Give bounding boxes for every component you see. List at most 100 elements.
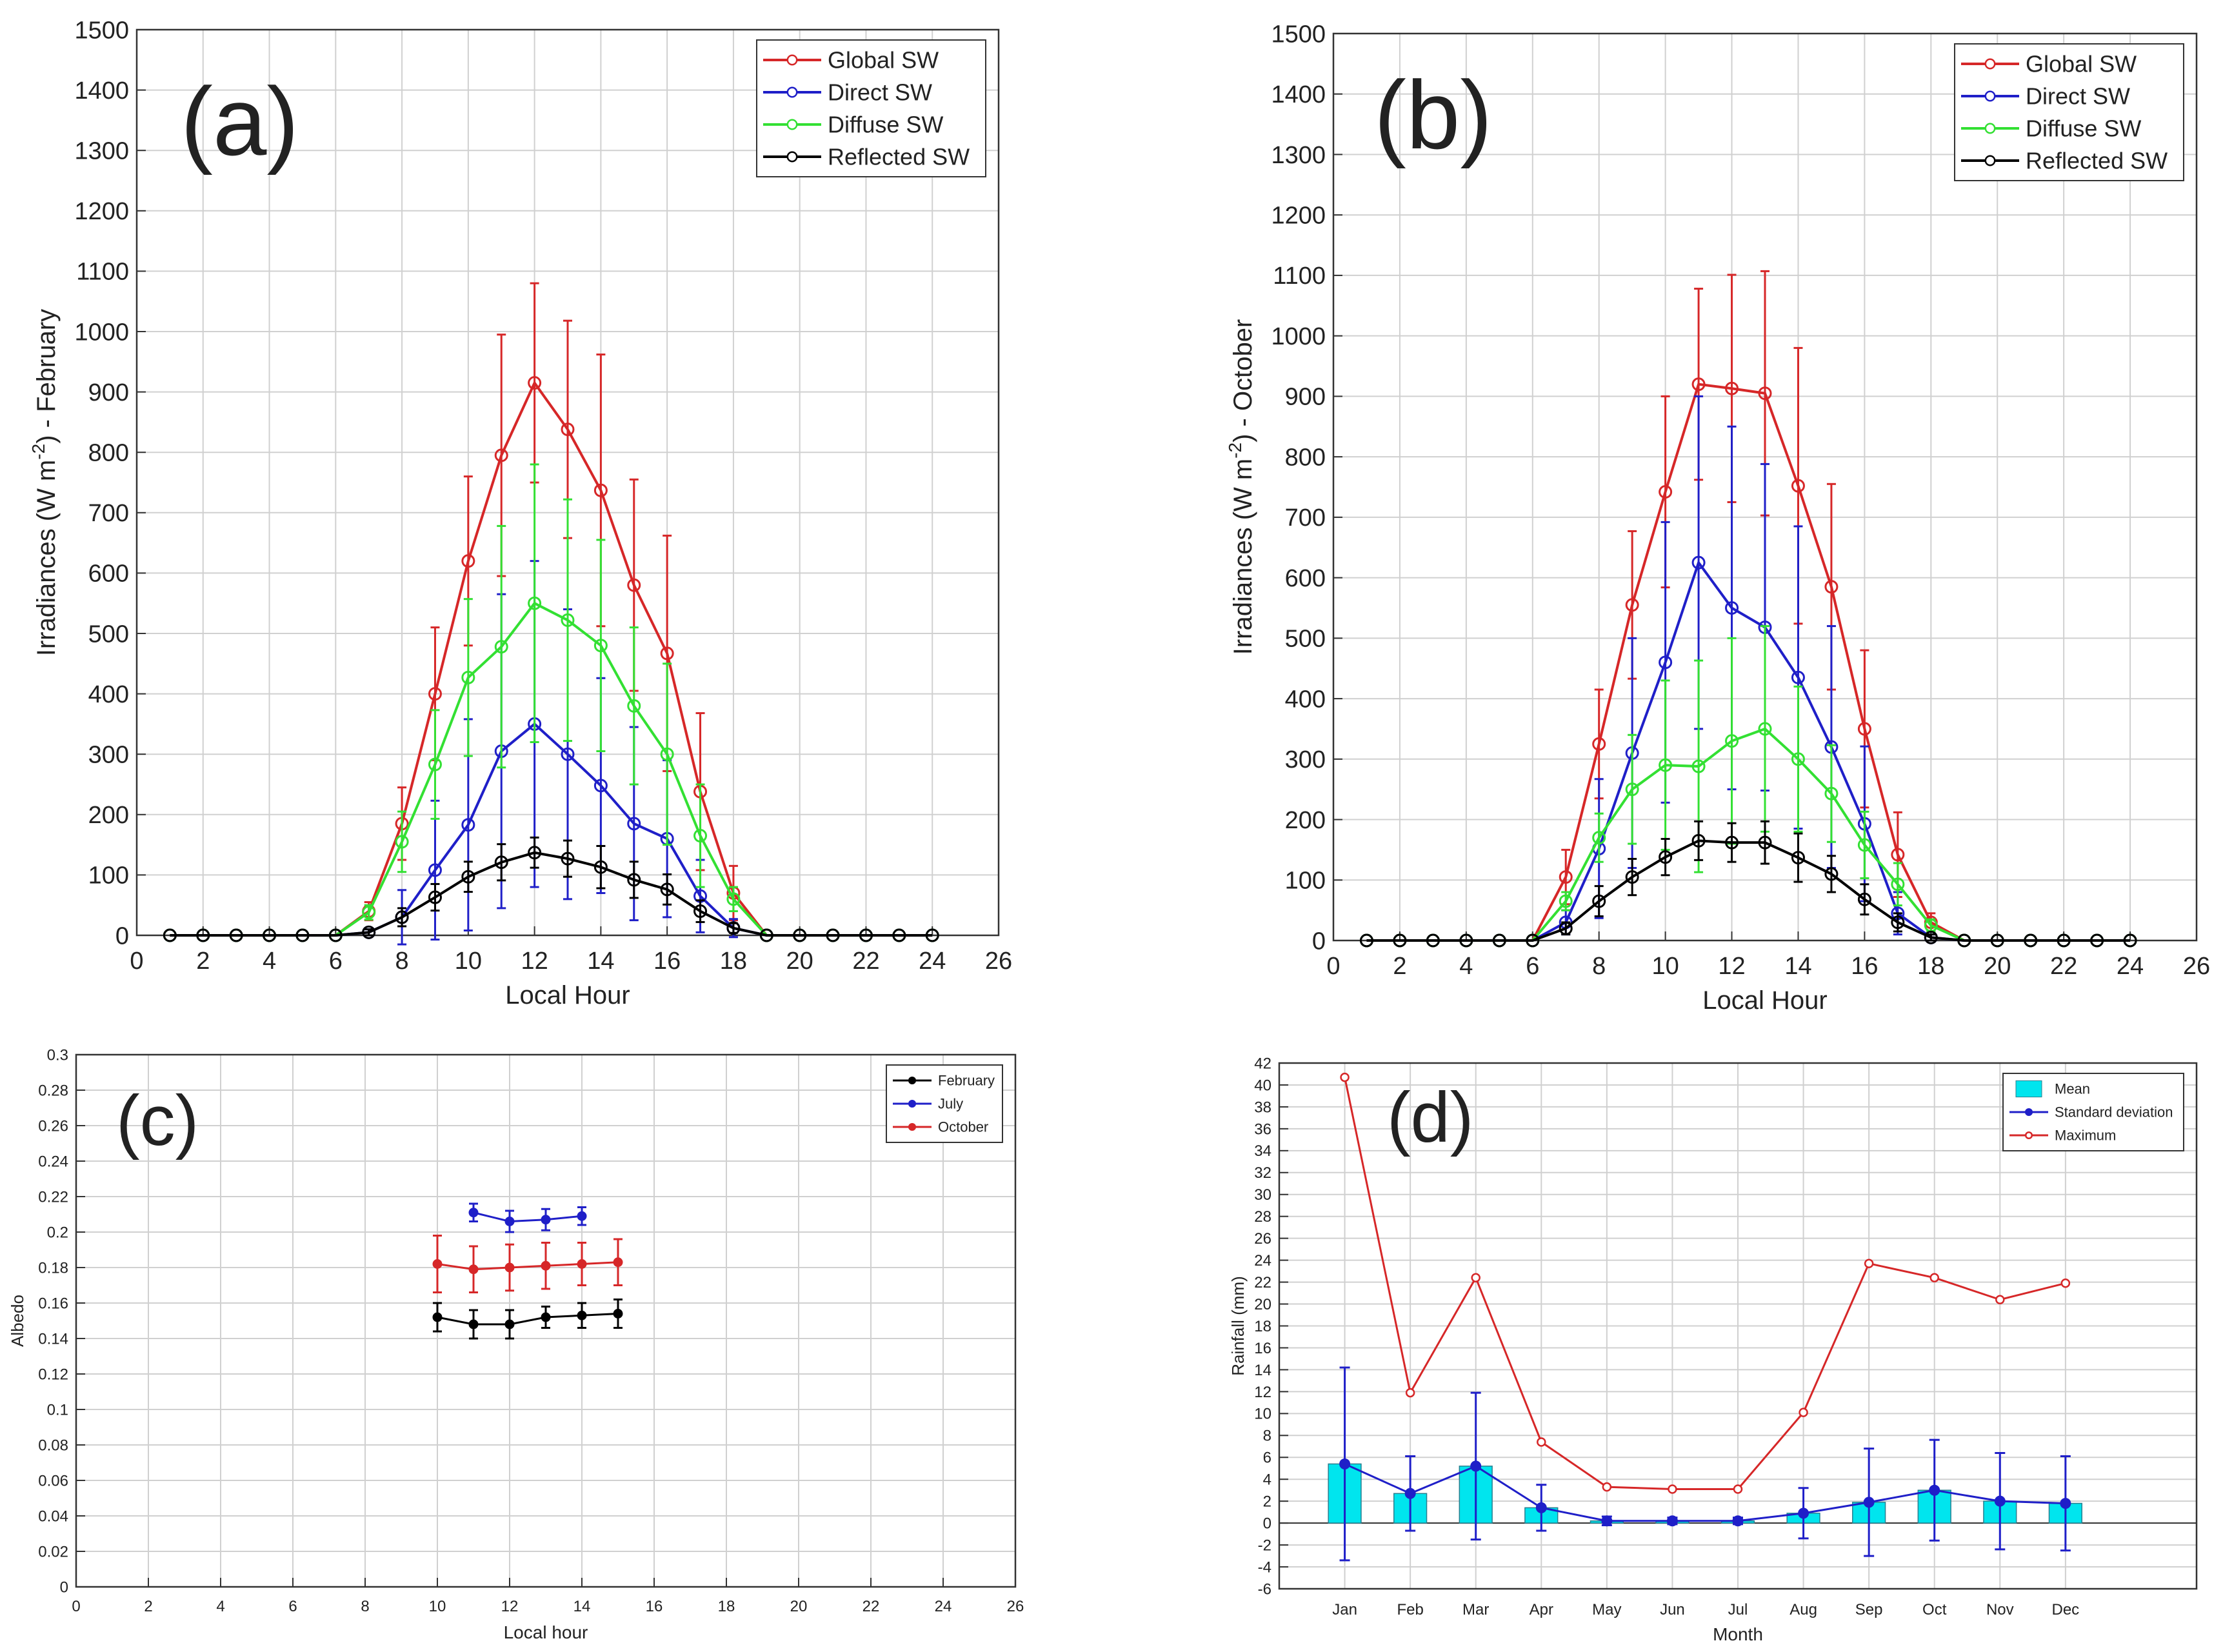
ytick-label: 38 — [1254, 1099, 1271, 1116]
xtick-label: 8 — [361, 1598, 369, 1615]
legend-label: July — [938, 1096, 963, 1112]
ytick-label: 900 — [88, 379, 129, 406]
xtick-label: 6 — [329, 948, 343, 975]
ytick-label: 1400 — [1271, 81, 1326, 108]
ytick-label: 900 — [1285, 384, 1326, 411]
data-point — [593, 860, 608, 874]
legend-marker — [2024, 1108, 2033, 1117]
legend-marker — [1984, 155, 1996, 166]
xtick-label: 18 — [718, 1598, 735, 1615]
xtick-label: Apr — [1530, 1601, 1553, 1618]
legend-label: Mean — [2055, 1081, 2090, 1097]
data-point — [1891, 877, 1905, 891]
ytick-label: 0.16 — [38, 1295, 68, 1312]
data-point-stddev — [1732, 1515, 1744, 1527]
xtick-label: 4 — [216, 1598, 224, 1615]
data-point — [1758, 386, 1772, 401]
xtick-label: 8 — [395, 948, 409, 975]
data-point — [528, 846, 542, 860]
data-point-stddev — [1798, 1508, 1809, 1519]
data-point — [1691, 377, 1706, 392]
data-point — [432, 1312, 443, 1322]
y-axis-label-sup: -2 — [1225, 443, 1245, 459]
xtick-label: 26 — [985, 948, 1012, 975]
ytick-label: 1500 — [1271, 21, 1326, 48]
data-point — [627, 817, 641, 831]
ytick-label: 1000 — [74, 319, 129, 346]
data-point — [627, 699, 641, 713]
data-point-maximum — [1799, 1408, 1808, 1417]
xtick-label: 10 — [455, 948, 482, 975]
ytick-label: 1300 — [1271, 142, 1326, 169]
data-point — [1725, 381, 1739, 395]
data-point — [561, 613, 575, 627]
data-point — [1891, 848, 1905, 862]
ytick-label: 0.18 — [38, 1259, 68, 1277]
legend-marker — [908, 1076, 917, 1085]
series-line-stddev — [1344, 1463, 2066, 1522]
series-line-maximum — [1344, 1077, 2066, 1490]
legend-marker — [786, 54, 798, 66]
ytick-label: 700 — [88, 500, 129, 527]
ytick-label: 0.28 — [38, 1082, 68, 1099]
data-point — [726, 921, 741, 935]
legend-marker — [1984, 123, 1996, 134]
ytick-label: 500 — [88, 621, 129, 648]
data-point — [577, 1211, 587, 1221]
data-point — [1691, 555, 1706, 570]
xtick-label: 0 — [72, 1598, 80, 1615]
ytick-label: 200 — [88, 802, 129, 829]
data-point-maximum — [1602, 1482, 1612, 1492]
ytick-label: 0.26 — [38, 1117, 68, 1135]
ytick-label: 1200 — [74, 198, 129, 225]
data-point — [468, 1319, 479, 1329]
legend-marker — [2015, 1080, 2042, 1098]
legend-marker — [908, 1122, 917, 1131]
data-point — [461, 554, 475, 568]
xtick-label: 0 — [1326, 953, 1340, 980]
data-point-stddev — [1666, 1515, 1678, 1527]
data-point — [541, 1215, 551, 1225]
data-point — [196, 928, 210, 942]
data-point — [2057, 933, 2071, 948]
ytick-label: 30 — [1254, 1186, 1271, 1204]
data-point — [577, 1310, 587, 1320]
data-point — [759, 928, 773, 942]
x-axis-label: Local Hour — [505, 981, 630, 1010]
xtick-label: 18 — [720, 948, 747, 975]
xtick-label: Mar — [1462, 1601, 1489, 1618]
xtick-label: 18 — [1917, 953, 1944, 980]
xtick-label: Jan — [1332, 1601, 1357, 1618]
y-axis-label: Irradiances (W m-2) - October — [1225, 319, 1257, 655]
data-point — [328, 928, 343, 942]
data-point — [1791, 752, 1805, 766]
data-point-maximum — [1405, 1388, 1415, 1398]
ytick-label: 400 — [88, 681, 129, 708]
xtick-label: 26 — [1007, 1598, 1024, 1615]
xtick-label: Aug — [1789, 1601, 1817, 1618]
data-point — [627, 873, 641, 887]
ytick-label: 600 — [1285, 565, 1326, 592]
ytick-label: 0.1 — [47, 1401, 68, 1418]
data-point — [693, 829, 708, 843]
xtick-label: 2 — [196, 948, 210, 975]
data-point — [1592, 737, 1606, 751]
data-point — [461, 818, 475, 832]
ytick-label: 12 — [1254, 1384, 1271, 1401]
data-point — [1791, 851, 1805, 865]
ytick-label: 0.24 — [38, 1153, 68, 1170]
xtick-label: 4 — [1459, 953, 1473, 980]
legend-marker — [786, 151, 798, 163]
ytick-label: 800 — [1285, 444, 1326, 471]
axes-frame — [135, 28, 1000, 937]
data-point — [263, 928, 277, 942]
xtick-label: 0 — [130, 948, 143, 975]
xtick-label: 10 — [1651, 953, 1679, 980]
legend-label: Diffuse SW — [2026, 115, 2141, 142]
panel-label: (b) — [1374, 61, 1492, 169]
x-axis-label: Month — [1713, 1624, 1763, 1644]
ytick-label: 1400 — [74, 77, 129, 104]
data-point — [541, 1312, 551, 1322]
data-point — [660, 882, 674, 897]
data-point — [428, 890, 442, 904]
